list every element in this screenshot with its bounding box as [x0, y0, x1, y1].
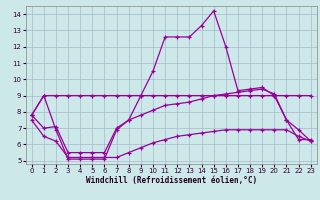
X-axis label: Windchill (Refroidissement éolien,°C): Windchill (Refroidissement éolien,°C) [86, 176, 257, 185]
